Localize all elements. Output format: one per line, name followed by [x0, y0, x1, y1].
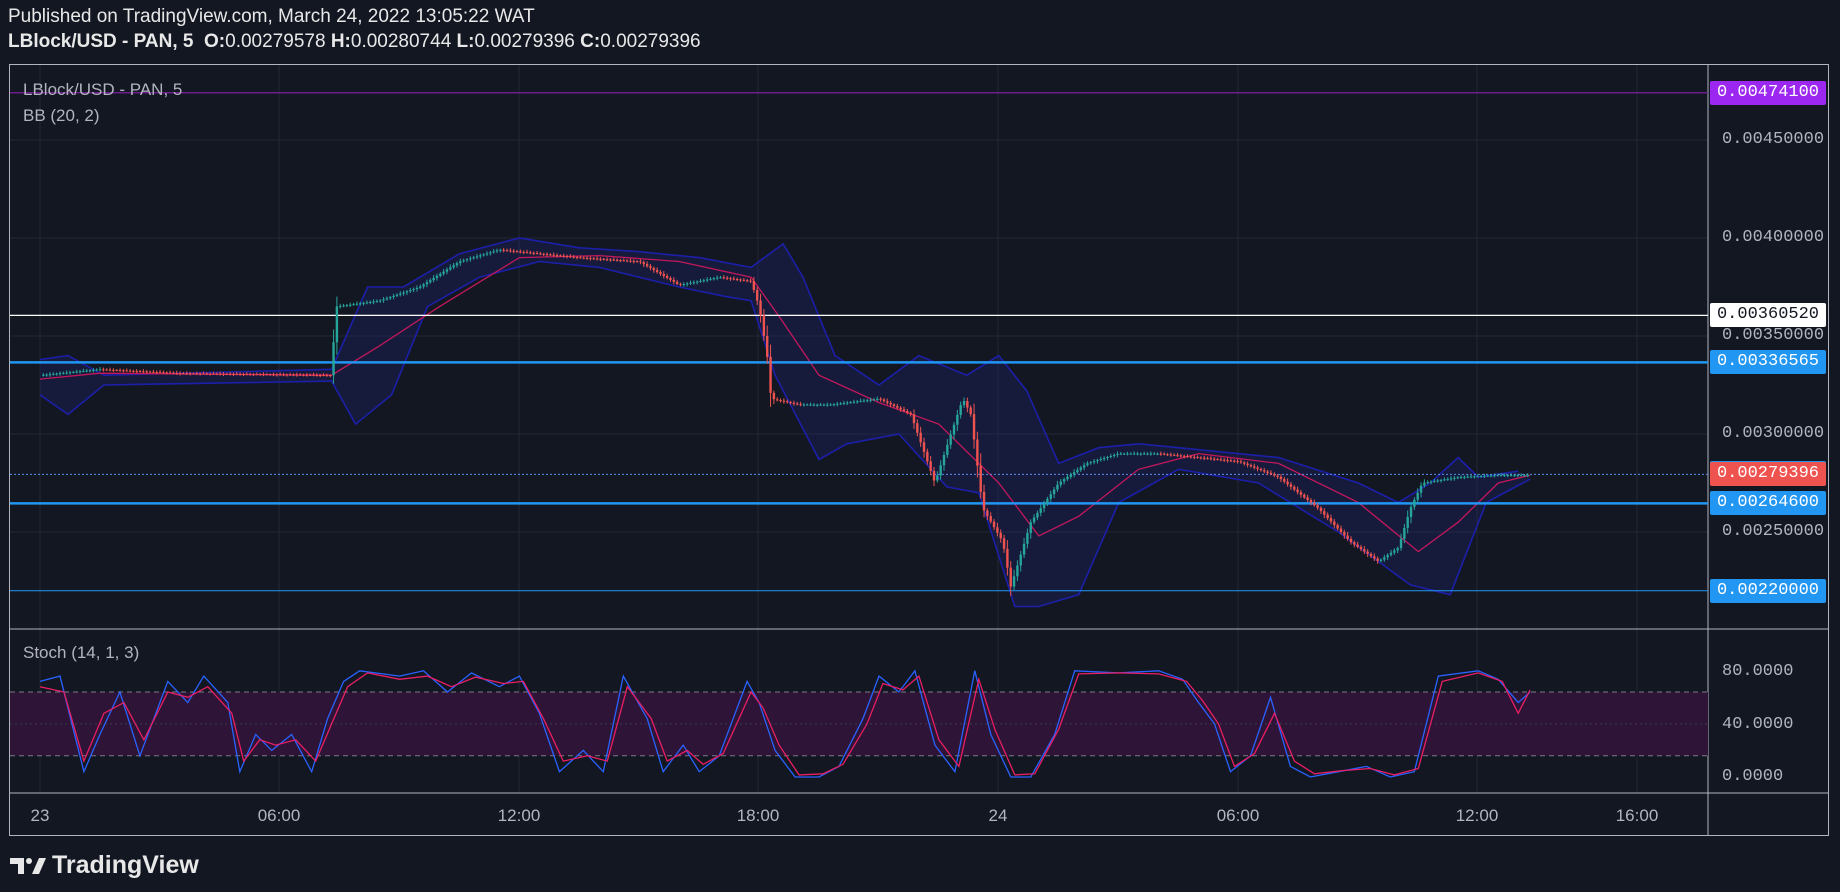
legend-stoch: Stoch (14, 1, 3): [23, 643, 140, 662]
stoch-axis-label: 0.0000: [1722, 767, 1784, 786]
price-axis-label: 0.00400000: [1722, 228, 1825, 247]
price-axis-label: 0.00250000: [1722, 522, 1825, 541]
high-value: 0.00280744: [350, 31, 452, 52]
high-label: H:: [330, 31, 351, 52]
time-axis-label: 24: [988, 806, 1008, 825]
price-tag: 0.00336565: [1710, 350, 1826, 375]
price-axis-label: 0.00350000: [1722, 326, 1825, 345]
chart-frame: [9, 64, 1829, 836]
price-tag: 0.00264600: [1710, 491, 1826, 516]
symbol-ohlc-line: LBlock/USD - PAN, 5 O:0.00279578 H:0.002…: [8, 31, 701, 53]
time-axis-label: 18:00: [736, 806, 780, 825]
price-axis-label: 0.00300000: [1722, 424, 1825, 443]
time-axis-label: 23: [30, 806, 50, 825]
low-value: 0.00279396: [474, 31, 575, 52]
time-axis-label: 06:00: [1216, 806, 1260, 825]
price-tag: 0.00360520: [1710, 303, 1826, 328]
time-axis-label: 06:00: [257, 806, 301, 825]
price-tag: 0.00279396: [1710, 462, 1826, 487]
time-axis-label: 16:00: [1615, 806, 1659, 825]
close-value: 0.00279396: [600, 31, 701, 52]
legend-symbol: LBlock/USD - PAN, 5: [23, 80, 183, 99]
close-label: C:: [580, 31, 601, 52]
brand-name: TradingView: [52, 851, 199, 879]
symbol-name: LBlock/USD - PAN, 5: [8, 31, 194, 52]
price-tag: 0.00220000: [1710, 578, 1826, 603]
stoch-axis-label: 80.0000: [1722, 662, 1794, 681]
price-axis-label: 0.00450000: [1722, 130, 1825, 149]
open-label: O:: [204, 31, 226, 52]
time-axis-label: 12:00: [1455, 806, 1499, 825]
price-tag: 0.00474100: [1710, 80, 1826, 105]
tradingview-logo[interactable]: TradingView: [10, 851, 199, 880]
open-value: 0.00279578: [225, 31, 326, 52]
low-label: L:: [456, 31, 475, 52]
stoch-axis-label: 40.0000: [1722, 715, 1794, 734]
published-info: Published on TradingView.com, March 24, …: [8, 6, 535, 27]
time-axis-label: 12:00: [497, 806, 541, 825]
legend-bb: BB (20, 2): [23, 106, 100, 125]
tradingview-logo-icon: [10, 857, 46, 874]
